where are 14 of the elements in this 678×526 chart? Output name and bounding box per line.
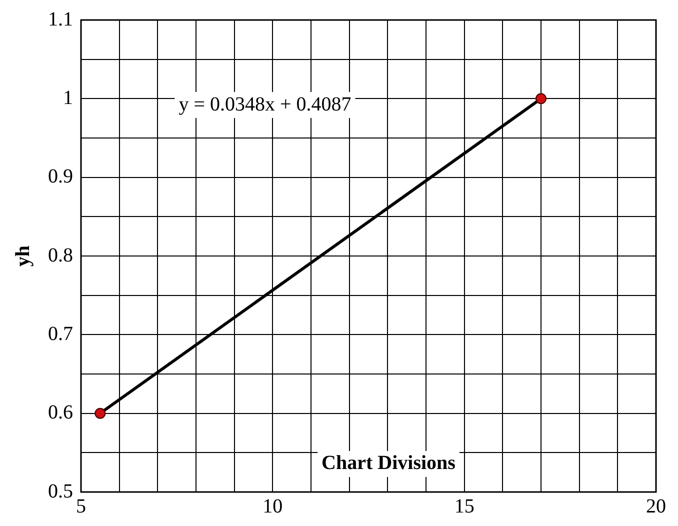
- x-tick-label: 10: [262, 495, 283, 518]
- x-tick-label: 5: [76, 495, 86, 518]
- y-tick-label: 1.1: [48, 8, 73, 30]
- x-tick-label: 20: [646, 495, 666, 518]
- y-tick-label: 0.5: [48, 480, 73, 502]
- y-tick-label: 0.7: [48, 322, 73, 345]
- annotation: y = 0.0348x + 0.4087: [178, 93, 352, 116]
- y-tick-label: 0.6: [48, 402, 73, 424]
- y-tick-label: 0.9: [48, 166, 73, 188]
- x-tick-label: 15: [454, 495, 474, 518]
- y-tick-label: 0.8: [48, 244, 73, 266]
- y-tick-label: 1: [63, 86, 73, 109]
- x-axis-title: Chart Divisions: [322, 452, 456, 474]
- y-axis-title: yh: [12, 245, 34, 267]
